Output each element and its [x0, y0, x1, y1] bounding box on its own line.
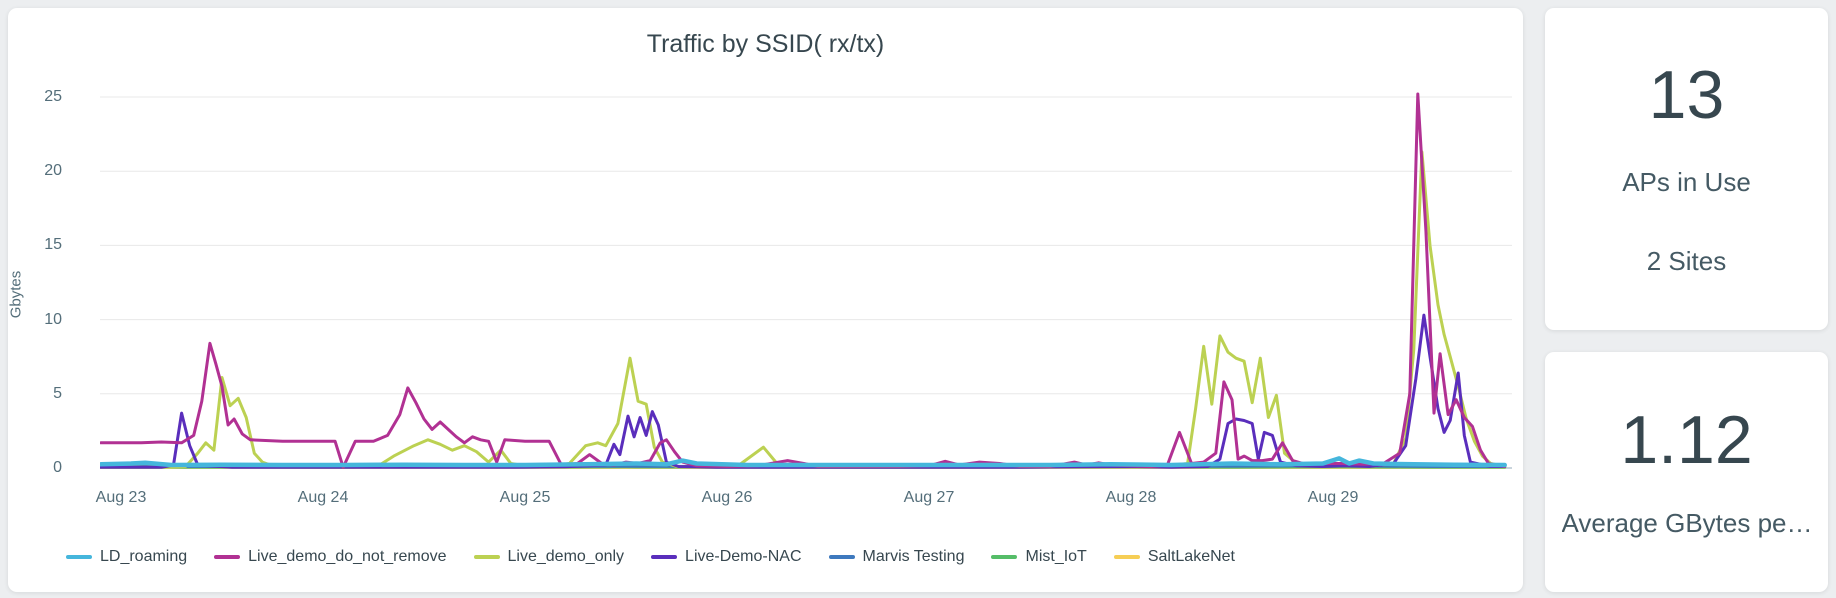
x-tick-label-aug-25: Aug 25 — [499, 489, 551, 506]
sites-count-label: 2 Sites — [1646, 246, 1727, 276]
y-tick-label-15: 15 — [44, 236, 62, 254]
legend-label-LD_roaming: LD_roaming — [100, 548, 188, 565]
legend-label-Live_demo_do_not_remove: Live_demo_do_not_remove — [248, 548, 447, 565]
average-gbytes-widget[interactable]: 1.12 Average GBytes pe… — [1545, 352, 1828, 592]
traffic-by-ssid-widget[interactable]: Traffic by SSID( rx/tx) Gbytes 0 5 10 15 20 2… — [8, 8, 1523, 592]
legend-item-LD_roaming[interactable]: LD_roaming — [66, 548, 187, 566]
legend-label-Marvis Testing: Marvis Testing — [862, 548, 965, 565]
legend-swatch-Marvis Testing — [828, 555, 855, 559]
legend-item-Live_demo_do_not_remove[interactable]: Live_demo_do_not_remove — [214, 548, 447, 566]
y-tick-label-10: 10 — [44, 310, 62, 328]
series-line-Live-Demo-NAC[interactable] — [100, 313, 1507, 469]
legend-label-SaltLakeNet: SaltLakeNet — [1147, 548, 1235, 565]
y-tick-label-0: 0 — [53, 459, 62, 476]
y-tick-label-25: 25 — [44, 88, 62, 105]
legend-swatch-Live_demo_only — [473, 555, 500, 559]
y-tick-label-5: 5 — [53, 384, 62, 402]
aps-in-use-widget[interactable]: 13 APs in Use 2 Sites — [1545, 8, 1828, 330]
legend-label-Live-Demo-NAC: Live-Demo-NAC — [685, 548, 802, 565]
legend-item-Live_demo_only[interactable]: Live_demo_only — [473, 548, 625, 566]
x-tick-label-aug-23: Aug 23 — [95, 489, 147, 506]
legend-item-Live-Demo-NAC[interactable]: Live-Demo-NAC — [651, 548, 802, 566]
aps-count-label: APs in Use — [1622, 167, 1751, 197]
aps-count-value: 13 — [1648, 57, 1725, 133]
legend-swatch-SaltLakeNet — [1113, 555, 1140, 559]
x-tick-label-aug-29: Aug 29 — [1307, 489, 1359, 506]
y-tick-label-20: 20 — [44, 162, 62, 180]
average-gbytes-label: Average GBytes pe… — [1561, 507, 1812, 538]
series-line-Live_demo_do_not_remove[interactable] — [100, 92, 1507, 469]
legend-swatch-Live-Demo-NAC — [651, 555, 678, 559]
legend-item-SaltLakeNet[interactable]: SaltLakeNet — [1113, 548, 1235, 566]
legend-item-Mist_IoT[interactable]: Mist_IoT — [991, 548, 1087, 566]
x-tick-label-aug-28: Aug 28 — [1105, 489, 1157, 506]
chart-legend: LD_roaming Live_demo_do_not_remove Live_de… — [66, 548, 1235, 566]
legend-swatch-Mist_IoT — [991, 555, 1018, 559]
series-line-LD_roaming[interactable] — [100, 456, 1507, 468]
chart-title: Traffic by SSID( rx/tx) — [646, 30, 885, 58]
legend-item-Marvis Testing[interactable]: Marvis Testing — [828, 548, 965, 566]
legend-label-Mist_IoT: Mist_IoT — [1025, 548, 1087, 565]
series-line-Live_demo_only[interactable] — [100, 150, 1507, 469]
x-tick-label-aug-27: Aug 27 — [903, 489, 955, 506]
x-tick-label-aug-26: Aug 26 — [701, 489, 753, 506]
legend-label-Live_demo_only: Live_demo_only — [507, 548, 625, 565]
average-gbytes-value: 1.12 — [1620, 401, 1753, 478]
line-chart-plot[interactable] — [100, 88, 1512, 471]
legend-swatch-LD_roaming — [66, 555, 92, 559]
x-tick-label-aug-24: Aug 24 — [297, 489, 349, 506]
legend-swatch-Live_demo_do_not_remove — [214, 555, 241, 559]
